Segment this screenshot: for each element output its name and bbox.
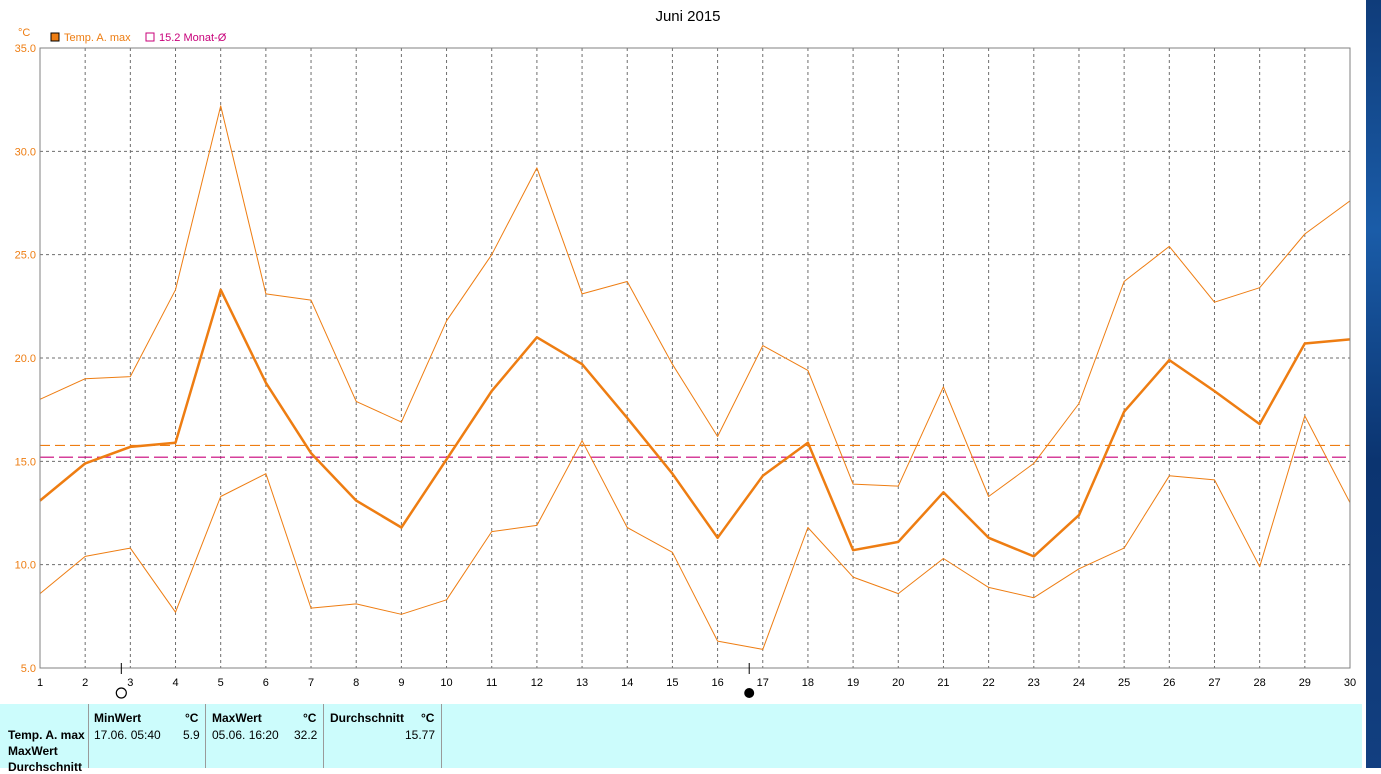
y-tick-label: 10.0 [15, 560, 36, 572]
stats-min-unit: °C [185, 711, 199, 725]
stats-divider [323, 704, 324, 768]
y-tick-label: 20.0 [15, 353, 36, 365]
x-tick-label: 4 [172, 677, 178, 689]
stats-max-unit: °C [303, 711, 317, 725]
x-tick-label: 15 [666, 677, 678, 689]
stats-max-header: MaxWert [212, 711, 262, 725]
x-tick-label: 11 [486, 677, 497, 689]
x-tick-label: 25 [1118, 677, 1130, 689]
x-tick-label: 26 [1163, 677, 1175, 689]
chart: Juni 2015 °C Temp. A. max 15.2 Monat-Ø 5… [15, 8, 1357, 699]
legend-label-avg: 15.2 Monat-Ø [159, 32, 227, 44]
x-tick-label: 3 [127, 677, 133, 689]
stats-row-label-avg: Durchschnitt [8, 760, 83, 774]
y-tick-label: 35.0 [15, 43, 36, 55]
x-tick-label: 22 [982, 677, 994, 689]
legend-swatch-temp [50, 32, 60, 42]
moon-phase-markers [115, 663, 755, 699]
x-tick-label: 1 [37, 677, 43, 689]
new-moon-icon [744, 688, 755, 698]
stats-max-time: 05.06. 16:20 [212, 728, 279, 742]
x-tick-label: 16 [711, 677, 723, 689]
stats-min-value: 5.9 [183, 728, 200, 742]
series-lines [39, 105, 1351, 650]
series-line-temp-max [39, 288, 1351, 558]
legend: Temp. A. max 15.2 Monat-Ø [50, 32, 227, 44]
x-tick-label: 28 [1254, 677, 1266, 689]
x-tick-label: 30 [1344, 677, 1356, 689]
stats-avg-unit: °C [421, 711, 435, 725]
y-tick-label: 5.0 [21, 663, 36, 675]
stats-row-label-temp: Temp. A. max [8, 728, 85, 742]
series-line-lower [39, 415, 1351, 650]
x-tick-label: 29 [1299, 677, 1311, 689]
statistics-panel: Temp. A. max MaxWert Durchschnitt MinWer… [0, 704, 1362, 774]
x-tick-label: 19 [847, 677, 859, 689]
x-tick-label: 24 [1073, 677, 1085, 689]
x-tick-label: 23 [1028, 677, 1040, 689]
legend-label-temp: Temp. A. max [64, 32, 131, 44]
desktop-background-edge [1362, 0, 1381, 768]
x-tick-label: 14 [621, 677, 633, 689]
x-tick-label: 13 [576, 677, 588, 689]
x-tick-label: 8 [353, 677, 359, 689]
y-tick-label: 30.0 [15, 146, 36, 158]
x-tick-label: 12 [531, 677, 543, 689]
stats-divider [205, 704, 206, 768]
x-tick-label: 20 [892, 677, 904, 689]
stats-divider [441, 704, 442, 768]
y-axis-unit: °C [18, 27, 30, 39]
x-tick-label: 17 [757, 677, 769, 689]
legend-swatch-avg [145, 32, 155, 42]
grid [40, 48, 1350, 668]
x-tick-label: 21 [937, 677, 949, 689]
stats-min-header: MinWert [94, 711, 142, 725]
plot-frame [39, 47, 1351, 669]
series-line-upper [39, 105, 1351, 497]
full-moon-icon [115, 687, 127, 699]
stats-max-value: 32.2 [294, 728, 318, 742]
stats-row-label-max: MaxWert [8, 744, 58, 758]
x-tick-label: 6 [263, 677, 269, 689]
axis-ticks: 5.010.015.020.025.030.035.01 2 3 4 5 6 7 8 9 10 11… [15, 43, 1357, 689]
x-tick-label: 5 [218, 677, 224, 689]
x-tick-label: 18 [802, 677, 814, 689]
y-tick-label: 15.0 [15, 456, 36, 468]
x-tick-label: 10 [440, 677, 452, 689]
reference-lines [40, 444, 1350, 458]
x-tick-label: 27 [1208, 677, 1220, 689]
stats-avg-value: 15.77 [405, 728, 436, 742]
stats-min-time: 17.06. 05:40 [94, 728, 161, 742]
y-tick-label: 25.0 [15, 250, 36, 262]
x-tick-label: 7 [308, 677, 314, 689]
x-tick-label: 2 [82, 677, 88, 689]
stats-avg-header: Durchschnitt [330, 711, 405, 725]
chart-title: Juni 2015 [655, 8, 720, 25]
x-tick-label: 9 [398, 677, 404, 689]
stats-divider [88, 704, 89, 768]
